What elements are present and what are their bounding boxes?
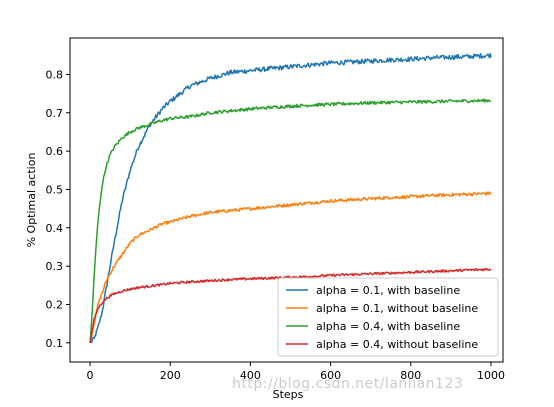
- series-lines: [89, 52, 492, 344]
- x-tick-label: 0: [87, 369, 94, 382]
- legend-entry: alpha = 0.4, without baseline: [316, 338, 478, 351]
- y-tick-label: 0.4: [46, 222, 64, 235]
- legend-entry: alpha = 0.4, with baseline: [316, 320, 460, 333]
- y-axis: 0.1 0.2 0.3 0.4 0.5 0.6 0.7 0.8: [46, 68, 70, 350]
- y-tick-label: 0.8: [46, 68, 64, 81]
- series-line-2: [89, 191, 492, 343]
- legend: alpha = 0.1, with baseline alpha = 0.1, w…: [277, 277, 499, 357]
- x-axis-label: Steps: [273, 388, 304, 401]
- legend-entry: alpha = 0.1, without baseline: [316, 302, 478, 315]
- plot-area-frame: [69, 37, 504, 363]
- x-tick-label: 600: [320, 369, 341, 382]
- watermark: http://blog.csdn.net/lanlian123: [232, 376, 464, 392]
- x-axis: 0 200 400 600 800 1000: [87, 362, 505, 382]
- y-tick-label: 0.5: [46, 183, 64, 196]
- y-axis-label: % Optimal action: [25, 153, 38, 248]
- series-line-3: [89, 98, 492, 343]
- y-tick-label: 0.6: [46, 145, 64, 158]
- x-tick-label: 200: [160, 369, 181, 382]
- y-tick-label: 0.7: [46, 107, 64, 120]
- legend-entry: alpha = 0.1, with baseline: [316, 284, 460, 297]
- y-tick-label: 0.2: [46, 298, 64, 311]
- x-tick-label: 800: [400, 369, 421, 382]
- series-line-1: [89, 52, 492, 344]
- legend-box: [277, 277, 499, 357]
- y-tick-label: 0.1: [46, 337, 64, 350]
- x-tick-label: 1000: [477, 369, 505, 382]
- y-tick-label: 0.3: [46, 260, 64, 273]
- x-tick-label: 400: [240, 369, 261, 382]
